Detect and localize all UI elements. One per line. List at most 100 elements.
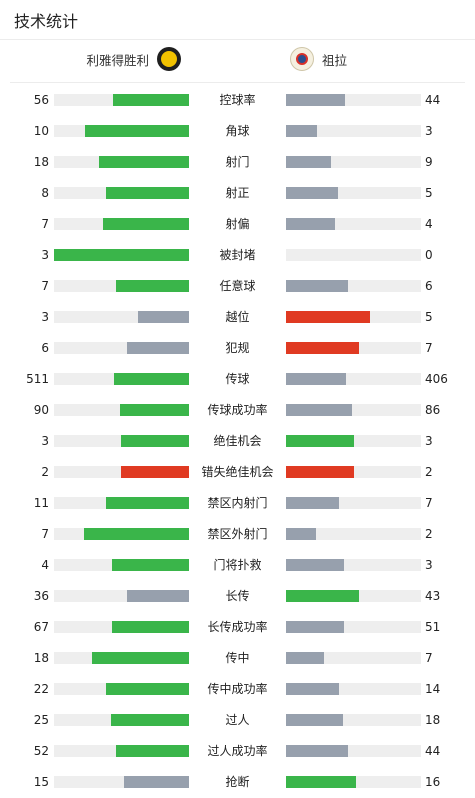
- stat-row: 15 抢断 16: [0, 767, 475, 798]
- away-team-logo-icon: [290, 47, 314, 71]
- home-bar: [106, 683, 189, 695]
- home-value: 6: [41, 341, 49, 355]
- home-bar-track: [54, 218, 189, 230]
- home-bar-track: [54, 373, 189, 385]
- home-bar: [120, 404, 189, 416]
- away-team[interactable]: 祖拉: [290, 47, 347, 71]
- away-value: 3: [425, 434, 433, 448]
- stat-row: 3 被封堵 0: [0, 240, 475, 271]
- stat-row: 22 传中成功率 14: [0, 674, 475, 705]
- away-bar-track: [286, 125, 421, 137]
- stat-row: 4 门将扑救 3: [0, 550, 475, 581]
- away-value: 0: [425, 248, 433, 262]
- stat-label: 禁区外射门: [207, 527, 268, 541]
- away-bar: [286, 528, 316, 540]
- home-bar-track: [54, 683, 189, 695]
- away-value: 7: [425, 496, 433, 510]
- away-bar: [286, 342, 359, 354]
- away-value: 5: [425, 310, 433, 324]
- stat-row: 10 角球 3: [0, 116, 475, 147]
- home-value: 7: [41, 527, 49, 541]
- away-bar: [286, 94, 345, 106]
- away-bar: [286, 125, 317, 137]
- away-bar: [286, 714, 343, 726]
- away-bar-track: [286, 621, 421, 633]
- away-value: 7: [425, 341, 433, 355]
- home-bar: [106, 497, 189, 509]
- stat-label: 控球率: [219, 93, 256, 107]
- home-value: 11: [33, 496, 49, 510]
- teams-bar: 利雅得胜利 祖拉: [10, 40, 465, 83]
- away-bar-track: [286, 652, 421, 664]
- stat-label: 射门: [225, 155, 250, 169]
- home-bar-track: [54, 156, 189, 168]
- page-title: 技术统计: [14, 11, 79, 31]
- home-value: 8: [41, 186, 49, 200]
- away-bar: [286, 187, 338, 199]
- away-value: 9: [425, 155, 433, 169]
- away-team-name: 祖拉: [322, 52, 348, 68]
- home-team[interactable]: 利雅得胜利: [86, 47, 181, 71]
- stat-row: 2 错失绝佳机会 2: [0, 457, 475, 488]
- home-value: 4: [41, 558, 49, 572]
- home-bar: [138, 311, 189, 323]
- away-value: 44: [425, 744, 441, 758]
- home-value: 7: [41, 279, 49, 293]
- away-bar: [286, 373, 346, 385]
- away-bar-track: [286, 466, 421, 478]
- stat-row: 8 射正 5: [0, 178, 475, 209]
- stat-label: 越位: [225, 310, 250, 324]
- stat-label: 禁区内射门: [207, 496, 268, 510]
- stat-label: 过人成功率: [207, 744, 268, 758]
- home-bar-track: [54, 435, 189, 447]
- home-bar-track: [54, 404, 189, 416]
- away-bar: [286, 745, 348, 757]
- away-bar-track: [286, 156, 421, 168]
- away-bar-track: [286, 528, 421, 540]
- stat-row: 67 长传成功率 51: [0, 612, 475, 643]
- stat-row: 18 射门 9: [0, 147, 475, 178]
- home-bar: [116, 280, 189, 292]
- stat-row: 90 传球成功率 86: [0, 395, 475, 426]
- away-value: 3: [425, 558, 433, 572]
- stat-label: 抢断: [225, 775, 250, 789]
- home-value: 15: [33, 775, 49, 789]
- away-bar: [286, 652, 324, 664]
- home-bar: [121, 435, 189, 447]
- home-value: 36: [33, 589, 49, 603]
- home-bar-track: [54, 125, 189, 137]
- home-bar: [113, 94, 189, 106]
- away-bar-track: [286, 311, 421, 323]
- away-bar-track: [286, 776, 421, 788]
- home-bar-track: [54, 559, 189, 571]
- stat-row: 36 长传 43: [0, 581, 475, 612]
- away-value: 5: [425, 186, 433, 200]
- away-bar-track: [286, 187, 421, 199]
- away-bar-track: [286, 249, 421, 261]
- away-value: 44: [425, 93, 441, 107]
- home-bar-track: [54, 311, 189, 323]
- home-value: 2: [41, 465, 49, 479]
- stat-label: 角球: [225, 124, 250, 138]
- home-value: 18: [33, 651, 49, 665]
- away-bar-track: [286, 590, 421, 602]
- away-value: 7: [425, 651, 433, 665]
- stat-row: 11 禁区内射门 7: [0, 488, 475, 519]
- away-bar-track: [286, 342, 421, 354]
- home-bar: [124, 776, 189, 788]
- away-value: 14: [425, 682, 441, 696]
- home-value: 7: [41, 217, 49, 231]
- home-bar-track: [54, 776, 189, 788]
- stat-label: 错失绝佳机会: [201, 465, 274, 479]
- stat-label: 门将扑救: [213, 558, 262, 572]
- home-value: 52: [33, 744, 49, 758]
- stat-label: 长传: [225, 589, 250, 603]
- away-bar: [286, 590, 359, 602]
- home-bar: [84, 528, 189, 540]
- home-bar: [92, 652, 189, 664]
- home-bar-track: [54, 652, 189, 664]
- stat-row: 25 过人 18: [0, 705, 475, 736]
- home-bar: [114, 373, 189, 385]
- away-bar: [286, 311, 370, 323]
- away-bar-track: [286, 435, 421, 447]
